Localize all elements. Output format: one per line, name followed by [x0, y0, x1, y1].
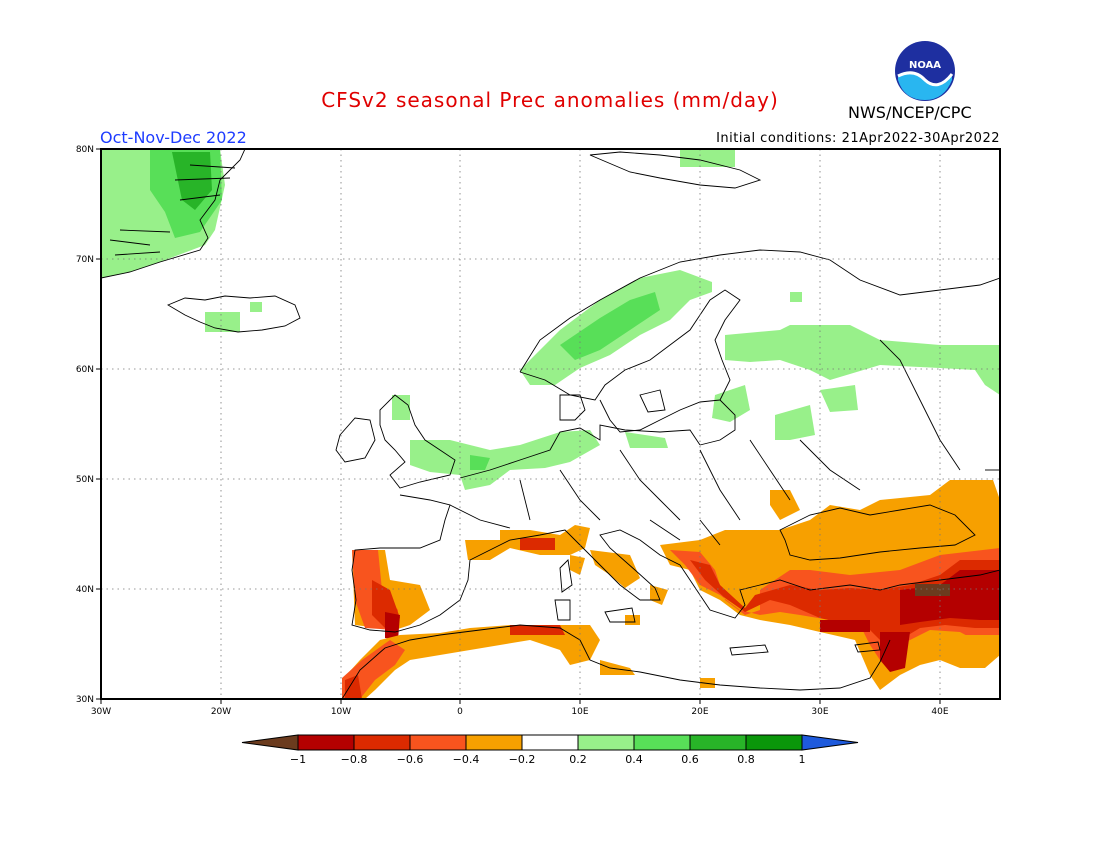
- lon-label: 30W: [91, 707, 111, 717]
- initial-conditions: Initial conditions: 21Apr2022-30Apr2022: [716, 131, 1000, 146]
- colorbar-bin: [633, 734, 691, 751]
- colorbar-bin: [521, 734, 579, 751]
- gridlines: [101, 149, 1000, 699]
- colorbar-tick-label: −0.4: [453, 753, 480, 766]
- colorbar-tick-label: −0.2: [509, 753, 536, 766]
- colorbar-bin: [689, 734, 747, 751]
- colorbar-bin: [577, 734, 635, 751]
- colorbar-bin: [465, 734, 523, 751]
- colorbar-tick-label: −0.8: [341, 753, 368, 766]
- colorbar: −1 −0.8 −0.6 −0.4 −0.2 0.2 0.4 0.6 0.8 1: [241, 734, 859, 766]
- lon-label: 0: [457, 707, 463, 717]
- logo-text: NOAA: [909, 60, 941, 71]
- lat-label: 30N: [76, 695, 94, 705]
- lon-label: 20E: [691, 707, 708, 717]
- colorbar-tick-label: 0.4: [625, 753, 643, 766]
- noaa-logo-icon: NOAA: [895, 41, 955, 101]
- forecast-period: Oct-Nov-Dec 2022: [100, 128, 247, 147]
- colorbar-tick-label: −0.6: [397, 753, 424, 766]
- lon-label: 40E: [931, 707, 948, 717]
- coastlines: [101, 149, 1000, 699]
- lon-label: 30E: [811, 707, 828, 717]
- colorbar-bin: [409, 734, 467, 751]
- agency-label: NWS/NCEP/CPC: [848, 103, 972, 122]
- colorbar-arrow-low: [241, 734, 299, 751]
- lon-label: 10W: [331, 707, 351, 717]
- lat-label: 80N: [76, 145, 94, 155]
- colorbar-bin: [745, 734, 803, 751]
- lat-label: 40N: [76, 585, 94, 595]
- lat-label: 70N: [76, 255, 94, 265]
- russia-wet-anomaly: [725, 325, 1000, 395]
- lat-label: 60N: [76, 365, 94, 375]
- colorbar-tick-label: 0.6: [681, 753, 699, 766]
- colorbar-tick-label: −1: [290, 753, 306, 766]
- lon-label: 10E: [571, 707, 588, 717]
- anomaly-shading: [101, 149, 1000, 699]
- colorbar-tick-label: 0.2: [569, 753, 587, 766]
- lat-label: 50N: [76, 475, 94, 485]
- colorbar-bin: [353, 734, 411, 751]
- map-frame: [100, 148, 1001, 700]
- colorbar-tick-label: 0.8: [737, 753, 755, 766]
- lon-label: 20W: [211, 707, 231, 717]
- chart-title: CFSv2 seasonal Prec anomalies (mm/day): [321, 88, 779, 112]
- colorbar-arrow-high: [801, 734, 859, 751]
- colorbar-bin: [297, 734, 355, 751]
- colorbar-tick-label: 1: [799, 753, 806, 766]
